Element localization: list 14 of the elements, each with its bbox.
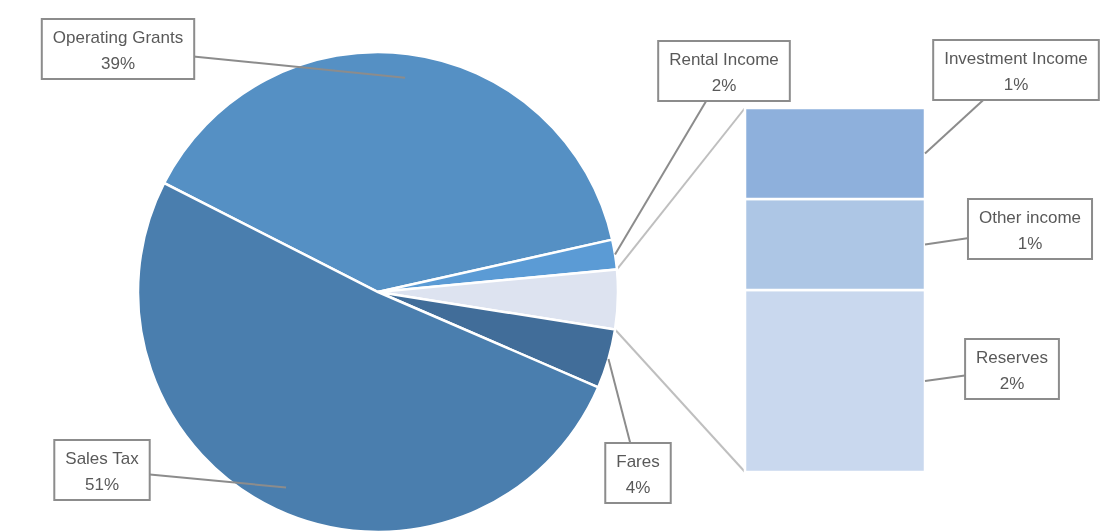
- data-label: 2%: [711, 76, 737, 95]
- slice-label: Fares: [616, 452, 660, 471]
- text: Reserves: [976, 348, 1048, 367]
- slice-label: Operating Grants: [52, 28, 184, 47]
- slice-label: Sales Tax: [65, 449, 140, 468]
- data-label: 1%: [1003, 75, 1029, 94]
- data-label: 1%: [1017, 234, 1043, 253]
- data-label: 4%: [625, 478, 651, 497]
- text: Investment Income: [944, 49, 1088, 68]
- slice-label: Rental Income: [669, 50, 779, 69]
- data-label: 2%: [999, 374, 1025, 393]
- text: Other income: [978, 208, 1082, 227]
- data-label: 51%: [84, 475, 120, 494]
- data-label: 39%: [100, 54, 136, 73]
